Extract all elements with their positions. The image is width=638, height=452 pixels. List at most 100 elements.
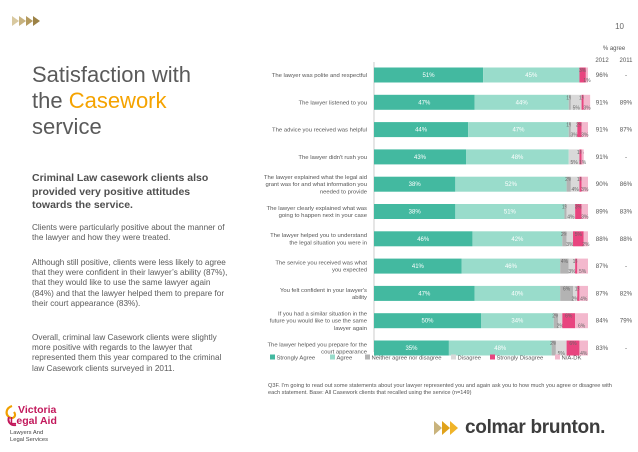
bar-segment (374, 204, 456, 219)
bar-segment (573, 285, 578, 301)
bar-segment (551, 340, 556, 356)
data-label: 47% (418, 291, 431, 297)
data-label: 3% (581, 187, 589, 193)
bar-segment (448, 340, 552, 356)
bar-segment (566, 231, 574, 247)
bar-segment (583, 231, 588, 247)
category-label: The lawyer helped you prepare for the (267, 342, 367, 348)
bar-segment (560, 285, 574, 301)
category-label: The lawyer helped you to understand (270, 233, 367, 239)
bar-segment (374, 94, 475, 110)
bar-segment (466, 149, 569, 165)
agree-2011-value: 89% (620, 99, 633, 106)
data-label: 2% (582, 242, 590, 248)
data-label: 46% (505, 264, 518, 270)
year-2012-header: 2012 (595, 58, 609, 64)
agree-2012-value: 83% (596, 345, 609, 352)
data-label: 4% (567, 215, 575, 221)
bar-segment (483, 67, 580, 83)
title-line-2-plain: the (32, 88, 69, 113)
data-label: 3% (579, 68, 587, 74)
category-label: going to happen next in your case (279, 213, 368, 219)
data-label: 52% (505, 182, 518, 188)
data-label: 41% (412, 264, 425, 270)
data-label: 3% (566, 242, 574, 248)
legend-swatch (555, 354, 560, 360)
bar-segment (577, 285, 580, 301)
category-label: future you would like to use the same (270, 319, 368, 325)
data-label: 42% (511, 237, 524, 243)
category-label: The lawyer didn't rush you (298, 155, 367, 161)
colmar-brunton-arrows-icon (434, 421, 458, 435)
category-label: the legal situation you were in (289, 240, 367, 246)
category-label: The service you received was what (275, 261, 367, 267)
data-label: 38% (409, 182, 422, 188)
data-label: 1% (562, 205, 570, 211)
legend-swatch (270, 354, 275, 360)
bar-segment (468, 122, 569, 138)
agree-2012-value: 84% (596, 318, 609, 325)
data-label: 48% (511, 155, 524, 161)
bar-segment (374, 340, 449, 356)
logo-tagline-line-1: Lawyers And (10, 430, 44, 436)
data-label: 2% (565, 177, 573, 183)
bar-segment (461, 258, 561, 274)
bar-segment (481, 313, 554, 329)
bar-segment (474, 285, 561, 301)
bar-segment (575, 204, 582, 219)
bar-segment (583, 94, 591, 110)
title-line-1: Satisfaction with (32, 62, 191, 87)
legend-swatch (330, 354, 335, 360)
legend-swatch (365, 354, 370, 360)
legend-label: N/A-DK (562, 356, 582, 362)
paragraph-1: Clients were particularly positive about… (32, 223, 225, 243)
bar-segment (581, 176, 588, 192)
bar-segment (374, 122, 469, 138)
data-label: 3% (575, 205, 583, 211)
data-label: 6% (565, 314, 573, 320)
data-label: 46% (417, 237, 430, 243)
logo-tagline: Lawyers And Legal Services (10, 430, 48, 444)
logo-tagline-line-2: Legal Services (10, 436, 49, 443)
bar-segment (455, 204, 565, 219)
arrows-icon (12, 16, 40, 26)
data-label: 35% (405, 346, 418, 352)
data-label: 5% (579, 269, 587, 275)
data-label: 51% (423, 73, 436, 79)
bar-segment (374, 313, 481, 329)
year-2011-header: 2011 (620, 58, 634, 64)
agree-2011-value: 86% (620, 181, 633, 188)
bar-segment (558, 313, 563, 329)
bar-segment (570, 176, 580, 192)
bar-segment (581, 204, 588, 219)
data-label: 44% (415, 128, 428, 134)
data-label: 3% (568, 269, 576, 275)
data-label: 45% (525, 73, 538, 79)
data-label: 2% (576, 123, 584, 129)
category-label: The advice you received was helpful (272, 128, 367, 134)
category-label: grant was for and what information you (265, 182, 367, 188)
logo-name-line-1: Victoria (18, 404, 57, 416)
lead-statement: Criminal Law casework clients also provi… (32, 172, 209, 211)
legend-swatch (490, 354, 495, 360)
bar-segment (374, 231, 473, 247)
agree-2012-value: 90% (596, 181, 609, 188)
agree-2011-value: - (625, 345, 627, 352)
category-label: You felt confident in your lawyer's (280, 288, 367, 294)
category-label: If you had a similar situation in the (278, 312, 368, 318)
category-label: you expected (332, 268, 367, 274)
agree-2012-value: 91% (596, 154, 609, 161)
category-label: The lawyer listened to you (299, 100, 367, 106)
data-label: 1% (573, 259, 581, 265)
paragraph-3: Overall, criminal law Casework clients w… (32, 333, 222, 373)
data-label: 5% (570, 160, 578, 166)
data-label: 4% (580, 296, 588, 302)
bar-segment (568, 258, 576, 274)
bar-segment (566, 204, 576, 219)
agree-2011-value: 79% (620, 318, 633, 325)
bar-segment (568, 149, 580, 165)
bar-segment (575, 313, 588, 329)
bar-segment (581, 94, 584, 110)
title-line-3: service (32, 114, 102, 139)
